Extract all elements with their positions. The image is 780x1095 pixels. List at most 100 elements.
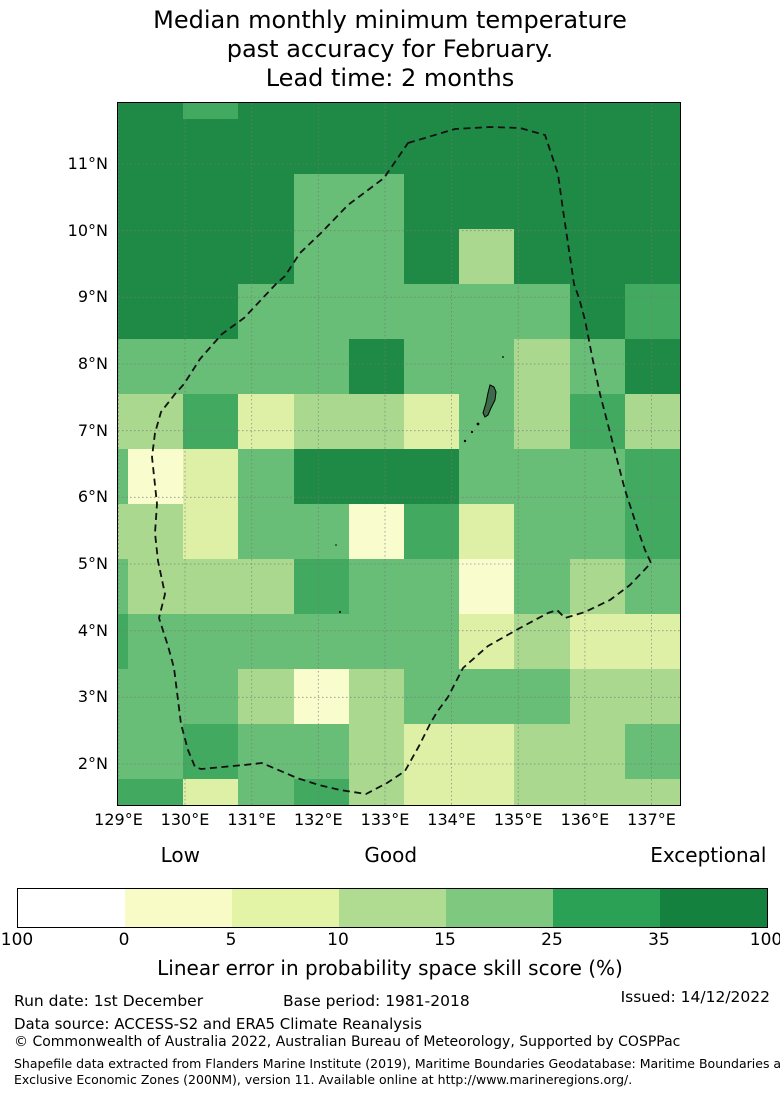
heatmap-cell	[118, 119, 128, 174]
heatmap-cell	[459, 174, 515, 229]
heatmap-cell	[183, 449, 239, 504]
heatmap-cell	[624, 559, 680, 614]
heatmap-cell	[348, 449, 404, 504]
heatmap-cell	[183, 103, 239, 119]
heatmap-cell	[293, 103, 349, 119]
x-tick-label: 135°E	[493, 810, 543, 829]
heatmap-cell	[348, 119, 404, 174]
y-tick-label: 6°N	[77, 487, 108, 507]
heatmap-cell	[118, 449, 128, 504]
island-speck	[476, 422, 480, 426]
heatmap-cell	[569, 174, 625, 229]
heatmap-cell	[514, 559, 570, 614]
skill-heatmap	[118, 103, 680, 805]
heatmap-cell	[118, 284, 128, 339]
heatmap-cell	[514, 724, 570, 779]
title-line-2: past accuracy for February.	[226, 35, 554, 63]
chart-title: Median monthly minimum temperature past …	[0, 6, 780, 93]
island-speck	[470, 430, 474, 434]
heatmap-cell	[514, 394, 570, 449]
heatmap-cell	[128, 394, 184, 449]
heatmap-cell	[293, 174, 349, 229]
colorbar-tick-label: 100	[749, 930, 780, 950]
title-line-3: Lead time: 2 months	[265, 64, 515, 92]
y-tick-label: 7°N	[77, 420, 108, 440]
heatmap-cell	[459, 559, 515, 614]
x-tick-label: 137°E	[627, 810, 676, 829]
heatmap-cell	[569, 779, 625, 805]
y-tick-label: 11°N	[67, 154, 108, 173]
colorbar-segment	[232, 889, 339, 927]
heatmap-cell	[569, 229, 625, 284]
colorbar-segment	[553, 889, 660, 927]
heatmap-cell	[293, 229, 349, 284]
heatmap-cell	[459, 614, 515, 669]
heatmap-cell	[128, 119, 184, 174]
heatmap-cell	[183, 614, 239, 669]
shapefile-credit-line2: Exclusive Economic Zones (200NM), versio…	[14, 1072, 633, 1087]
heatmap-cell	[404, 284, 460, 339]
y-tick-label: 2°N	[77, 754, 108, 773]
heatmap-cell	[569, 449, 625, 504]
heatmap-cell	[514, 174, 570, 229]
heatmap-cell	[118, 339, 128, 394]
heatmap-cell	[348, 394, 404, 449]
y-tick-label: 10°N	[67, 220, 108, 240]
island-speck	[502, 356, 504, 358]
heatmap-cell	[624, 449, 680, 504]
heatmap-cell	[459, 284, 515, 339]
x-tick-label: 129°E	[94, 810, 143, 829]
heatmap-cell	[514, 229, 570, 284]
x-tick-label: 131°E	[227, 810, 277, 829]
heatmap-cell	[183, 669, 239, 724]
colorbar-tick-label: 100	[0, 930, 34, 950]
heatmap-cell	[128, 779, 184, 805]
heatmap-cell	[128, 174, 184, 229]
heatmap-cell	[404, 614, 460, 669]
y-tick-label: 9°N	[77, 287, 108, 307]
heatmap-cell	[293, 614, 349, 669]
x-tick-label: 130°E	[160, 810, 210, 829]
colorbar	[17, 888, 768, 928]
base-period-text: Base period: 1981-2018	[283, 992, 470, 1010]
map-overlay	[118, 103, 680, 805]
heatmap-cell	[514, 339, 570, 394]
heatmap-cell	[293, 504, 349, 559]
title-line-1: Median monthly minimum temperature	[153, 6, 627, 34]
heatmap-cell	[348, 504, 404, 559]
heatmap-cell	[238, 119, 294, 174]
heatmap-cell	[624, 339, 680, 394]
legend-label-good: Good	[364, 843, 418, 867]
heatmap-cell	[459, 103, 515, 119]
heatmap-cell	[624, 103, 680, 119]
heatmap-cell	[404, 669, 460, 724]
heatmap-cell	[183, 284, 239, 339]
heatmap-cell	[404, 559, 460, 614]
heatmap-cell	[404, 174, 460, 229]
heatmap-cell	[293, 779, 349, 805]
heatmap-cell	[238, 284, 294, 339]
copyright-text: © Commonwealth of Australia 2022, Austra…	[14, 1034, 681, 1050]
heatmap-cell	[183, 779, 239, 805]
heatmap-cell	[348, 103, 404, 119]
heatmap-cell	[118, 559, 128, 614]
heatmap-cell	[404, 724, 460, 779]
heatmap-cell	[569, 559, 625, 614]
heatmap-cell	[128, 103, 184, 119]
heatmap-cell	[404, 339, 460, 394]
heatmap-cell	[183, 339, 239, 394]
heatmap-cell	[183, 119, 239, 174]
y-tick-label: 5°N	[77, 554, 108, 573]
y-tick-label: 8°N	[77, 354, 108, 373]
heatmap-cell	[118, 394, 128, 449]
heatmap-cell	[238, 174, 294, 229]
heatmap-cell	[569, 614, 625, 669]
colorbar-segment	[339, 889, 446, 927]
heatmap-cell	[459, 504, 515, 559]
heatmap-cell	[514, 779, 570, 805]
heatmap-cell	[293, 339, 349, 394]
heatmap-cell	[118, 779, 128, 805]
shapefile-credit-line1: Shapefile data extracted from Flanders M…	[14, 1056, 780, 1071]
colorbar-segment	[446, 889, 553, 927]
